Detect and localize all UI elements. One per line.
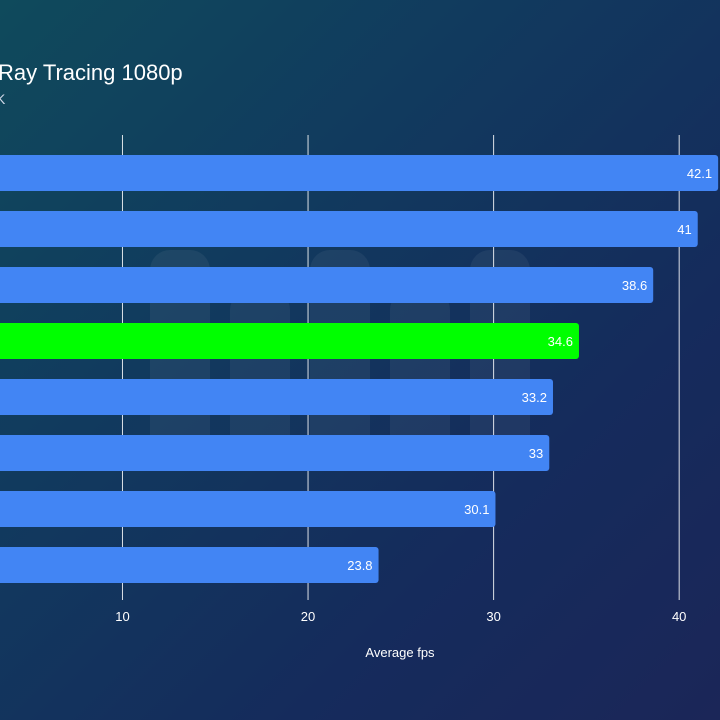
bar-value-label: 42.1 (687, 166, 712, 181)
bar (0, 435, 550, 471)
x-axis-label: Average fps (365, 645, 435, 660)
x-tick-label: 20 (301, 609, 315, 624)
gridlines (121, 135, 680, 600)
bar (0, 155, 719, 191)
chart-title: Ray Tracing 1080p (0, 60, 183, 85)
bars (0, 155, 719, 583)
value-labels: 42.1 41 38.6 34.6 33.2 33 30.1 23.8 (347, 166, 712, 573)
x-tick-labels: 10 20 30 40 (115, 609, 686, 624)
bar (0, 323, 579, 359)
bar-value-label: 33 (529, 446, 543, 461)
x-tick-label: 40 (672, 609, 686, 624)
bar (0, 267, 654, 303)
bar-value-label: 38.6 (622, 278, 647, 293)
x-tick-label: 10 (115, 609, 129, 624)
bar-value-label: 33.2 (522, 390, 547, 405)
bar-value-label: 41 (677, 222, 691, 237)
bar (0, 491, 496, 527)
x-tick-label: 30 (486, 609, 500, 624)
chart-subtitle: K (0, 91, 6, 107)
bar (0, 547, 379, 583)
bar-value-label: 30.1 (464, 502, 489, 517)
bar (0, 379, 553, 415)
bar-value-label: 23.8 (347, 558, 372, 573)
bar (0, 211, 698, 247)
bar-value-label: 34.6 (548, 334, 573, 349)
